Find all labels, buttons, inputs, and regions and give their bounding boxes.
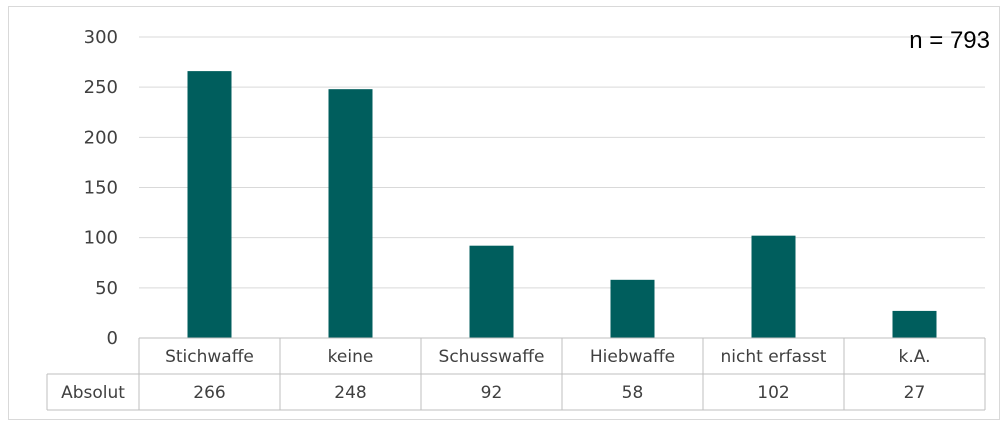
gridlines <box>139 36 985 289</box>
category-label: Hiebwaffe <box>590 347 675 367</box>
table-value-cell: 102 <box>757 383 789 403</box>
y-tick-label: 150 <box>84 178 118 199</box>
y-tick-label: 250 <box>84 77 118 98</box>
y-tick-label: 200 <box>84 127 118 148</box>
table-value-cell: 58 <box>622 383 644 403</box>
table-value-cell: 248 <box>334 383 366 403</box>
y-tick-label: 50 <box>95 278 118 299</box>
chart-frame <box>8 6 1000 420</box>
y-tick-label: 300 <box>84 27 118 48</box>
table-value-cell: 266 <box>193 383 225 403</box>
bar <box>751 235 796 338</box>
table-value-cell: 27 <box>904 383 926 403</box>
category-label: Stichwaffe <box>165 347 254 367</box>
bar <box>187 71 232 338</box>
data-table: Stichwaffe keine Schusswaffe Hiebwaffe nicht… <box>46 337 986 411</box>
category-label: Schusswaffe <box>439 347 545 367</box>
y-axis-tick-labels: 0 50 100 150 200 250 300 <box>84 27 118 349</box>
y-tick-label: 0 <box>107 328 118 349</box>
sample-size-annotation: n = 793 <box>909 27 990 54</box>
category-label: nicht erfasst <box>721 347 827 367</box>
category-label: k.A. <box>899 347 931 367</box>
bars <box>187 71 937 338</box>
y-tick-label: 100 <box>84 228 118 249</box>
bar <box>892 310 937 338</box>
category-label: keine <box>328 347 374 367</box>
table-value-cell: 92 <box>481 383 503 403</box>
table-row-label: Absolut <box>61 383 125 403</box>
bar <box>328 89 373 338</box>
bar <box>610 279 655 338</box>
bar <box>469 245 514 338</box>
